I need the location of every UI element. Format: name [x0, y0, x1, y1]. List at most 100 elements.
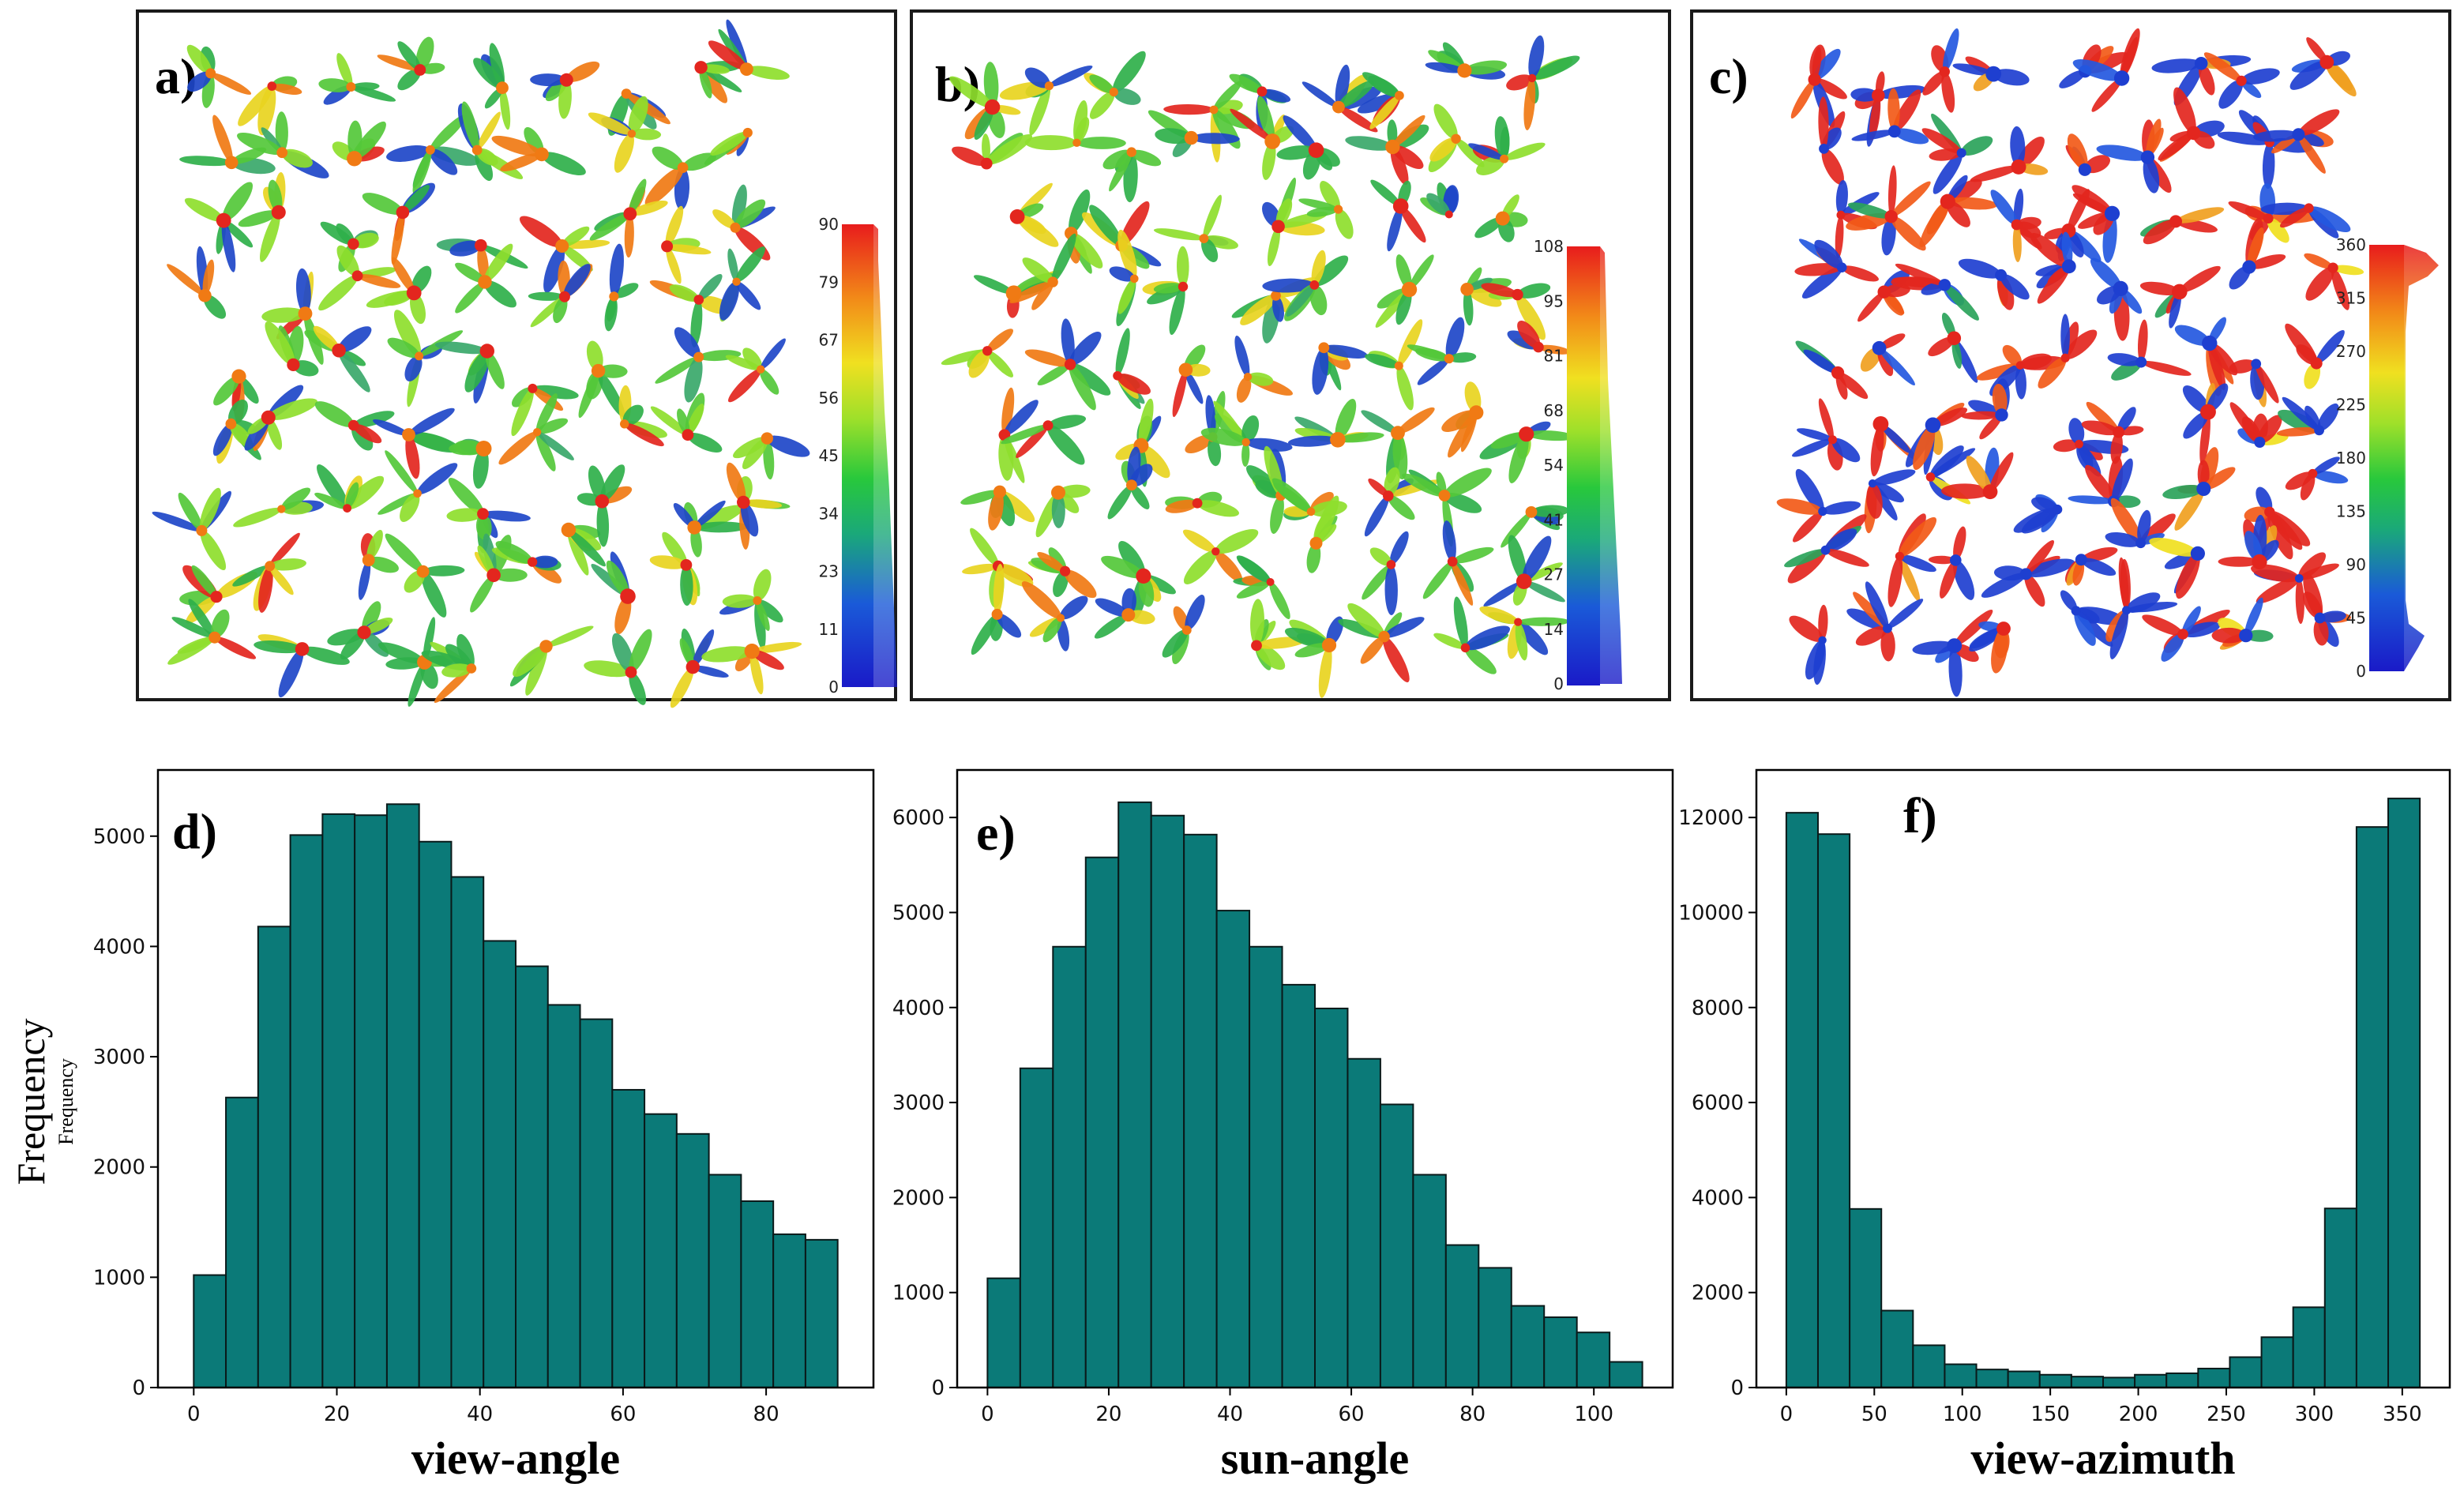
crown-branch: [1824, 528, 1857, 552]
crown-center: [1192, 498, 1203, 509]
point-cloud-a: [152, 19, 810, 708]
histogram-bar: [611, 1088, 646, 1388]
crown-branch: [2313, 618, 2329, 646]
crown-branch: [373, 419, 409, 436]
crown-branch: [1445, 317, 1465, 359]
crown-branch: [1345, 136, 1393, 151]
crown-branch: [1256, 637, 1305, 649]
crown-branch: [1064, 569, 1097, 599]
histogram-bar: [986, 1277, 1021, 1389]
crown-center: [265, 561, 276, 572]
crown-branch: [1814, 239, 1843, 269]
colorbar-gradient: [842, 224, 873, 687]
crown-branch: [2060, 590, 2078, 611]
crown-branch: [346, 475, 385, 509]
crown-branch: [269, 532, 300, 567]
crown-branch: [2078, 443, 2102, 477]
crown-branch: [1318, 645, 1332, 698]
crown-branch: [986, 350, 1014, 377]
crown-center: [261, 410, 276, 425]
crown-center: [1130, 274, 1139, 284]
crown-branch: [500, 152, 543, 171]
crown-branch: [1069, 189, 1091, 234]
crown-branch: [377, 54, 420, 71]
crown-center: [677, 162, 689, 173]
crown-branch: [1047, 415, 1087, 430]
crown-branch: [2169, 291, 2182, 329]
colorbar-tick-label: 270: [2336, 342, 2366, 361]
crown-branch: [397, 41, 421, 70]
crown-branch: [578, 370, 599, 419]
crown-branch: [1822, 501, 1861, 515]
y-tick-label: 5000: [93, 825, 145, 849]
crown-branch: [1883, 291, 1904, 316]
x-tick-label: 60: [610, 1403, 636, 1426]
crown-branch: [1138, 576, 1155, 607]
crown-branch: [261, 307, 306, 323]
crown-center: [1121, 608, 1136, 622]
histogram-bar: [740, 1200, 775, 1388]
crown-center: [2113, 280, 2128, 296]
crown-branch: [568, 529, 606, 567]
crown-branch: [986, 329, 1013, 352]
crown-branch: [629, 178, 647, 214]
crown-branch: [1162, 629, 1189, 658]
crown-branch: [2181, 606, 2201, 635]
crown-center: [1516, 573, 1532, 589]
crown-branch: [673, 502, 696, 528]
crown-branch: [629, 200, 668, 216]
crown-branch: [988, 491, 1004, 531]
crown-branch: [541, 152, 586, 176]
crown-branch: [1966, 456, 1992, 493]
crown-center: [527, 557, 538, 567]
crown-branch: [1526, 430, 1576, 441]
crown-branch: [1943, 28, 1959, 72]
crown-branch: [1989, 452, 2014, 492]
crown-branch: [674, 327, 701, 359]
crown-center: [1383, 490, 1394, 501]
crown-branch: [199, 487, 221, 531]
crown-branch: [2182, 385, 2210, 413]
crown-center: [694, 61, 708, 74]
crown-center: [1378, 630, 1390, 643]
crown-branch: [669, 284, 700, 302]
histogram-f: 0 50 100 150 200 250 300 350 0 2000 4000 6000 8000 10…: [1678, 768, 2451, 1484]
crown-branch: [1483, 580, 1524, 607]
crown-branch: [1364, 495, 1389, 537]
crown-branch: [254, 640, 302, 654]
crown-branch: [644, 167, 684, 206]
histogram-bar: [385, 803, 420, 1388]
crown-branch: [1899, 554, 1936, 573]
histogram-bar: [483, 940, 516, 1388]
crown-branch: [472, 449, 489, 489]
crown-branch: [1074, 117, 1090, 144]
crown-center: [1060, 565, 1071, 576]
crown-branch: [1803, 349, 1839, 374]
crown-branch: [1313, 255, 1349, 287]
crown-branch: [1001, 424, 1049, 445]
histogram-bar: [1849, 1207, 1883, 1388]
crown-branch: [238, 210, 279, 227]
colorbar-histogram: [2404, 245, 2439, 671]
crown-branch: [519, 216, 563, 248]
crown-branch: [1396, 366, 1414, 411]
crown-center: [1836, 210, 1846, 220]
crown-branch: [2162, 484, 2204, 500]
crown-branch: [464, 351, 490, 392]
crown-branch: [1392, 145, 1424, 169]
crown-branch: [973, 275, 1014, 295]
crown-center: [1385, 139, 1400, 155]
crown-branch: [2151, 58, 2202, 73]
crown-center: [1392, 198, 1409, 214]
x-axis-label: view-azimuth: [1970, 1433, 2235, 1484]
crown-branch: [1037, 363, 1071, 385]
crown-branch: [336, 53, 353, 88]
crown-branch: [477, 545, 495, 576]
crown-branch: [1384, 565, 1398, 615]
colorbar-tick-label: 360: [2336, 235, 2366, 254]
crown-branch: [690, 527, 702, 558]
crown-branch: [1433, 633, 1466, 649]
crown-branch: [2016, 216, 2041, 230]
crown-branch: [362, 193, 404, 215]
crown-center: [2019, 568, 2032, 580]
